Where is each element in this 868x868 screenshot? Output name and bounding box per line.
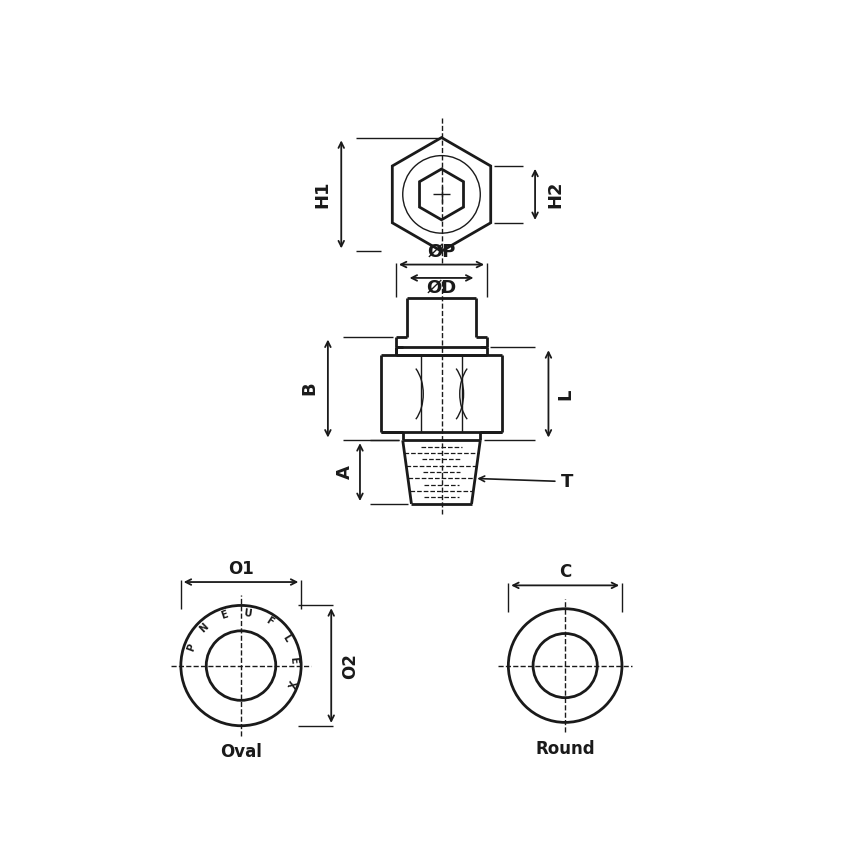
Text: E: E bbox=[288, 656, 299, 664]
Text: F: F bbox=[264, 615, 275, 628]
Text: O2: O2 bbox=[341, 653, 359, 679]
Text: L: L bbox=[557, 388, 575, 399]
Text: Oval: Oval bbox=[220, 744, 262, 761]
Text: E: E bbox=[220, 609, 229, 621]
Text: O1: O1 bbox=[228, 560, 253, 578]
Text: N: N bbox=[198, 621, 211, 635]
Text: Round: Round bbox=[536, 740, 595, 758]
Text: U: U bbox=[243, 608, 252, 619]
Text: ØD: ØD bbox=[426, 279, 457, 297]
Text: B: B bbox=[300, 382, 319, 395]
Text: C: C bbox=[559, 563, 571, 581]
Text: T: T bbox=[479, 472, 573, 490]
Text: X: X bbox=[285, 679, 297, 689]
Text: P: P bbox=[186, 642, 197, 653]
Text: H2: H2 bbox=[546, 181, 564, 208]
Text: A: A bbox=[336, 465, 354, 479]
Text: ØP: ØP bbox=[427, 242, 456, 260]
Text: L: L bbox=[280, 633, 292, 643]
Text: H1: H1 bbox=[313, 181, 332, 208]
